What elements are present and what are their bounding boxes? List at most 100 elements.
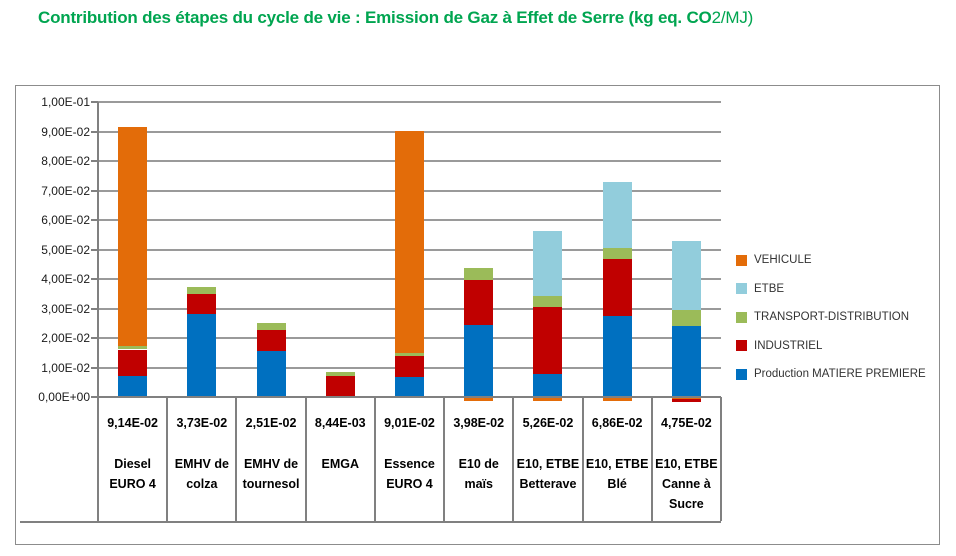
- category-separator: [581, 397, 584, 521]
- legend-label: Production MATIERE PREMIERE: [754, 368, 926, 381]
- legend-swatch-icon: [736, 283, 747, 295]
- category-name-label: E10 de maïs: [458, 457, 499, 491]
- bar-segment-negative-vehicule: [602, 397, 632, 402]
- chart-frame: VEHICULE ETBE TRANSPORT-DISTRIBUTION INDUST…: [15, 85, 940, 545]
- legend-swatch-icon: [736, 368, 747, 380]
- legend-label: INDUSTRIEL: [754, 339, 823, 352]
- y-tick-label: 5,00E-02: [41, 242, 90, 257]
- chart-title-suffix: 2/MJ): [711, 8, 754, 27]
- category-total-label: 8,44E-03: [314, 416, 366, 430]
- category-total-label: 9,01E-02: [384, 416, 435, 430]
- y-tick-mark: [91, 160, 98, 162]
- y-tick-label: 3,00E-02: [41, 301, 90, 316]
- category-name-label: E10, ETBE Betterave: [516, 457, 580, 491]
- chart-title-main: Contribution des étapes du cycle de vie …: [38, 8, 712, 27]
- y-tick-label: 1,00E-02: [41, 360, 90, 375]
- bar-segment-negative-industriel: [671, 399, 701, 402]
- category-total-label: 6,86E-02: [591, 416, 643, 430]
- bar-segment-industriel: [533, 307, 563, 374]
- category-total-label: 4,75E-02: [661, 416, 712, 430]
- legend-label: ETBE: [754, 282, 785, 295]
- y-tick-mark: [91, 307, 98, 310]
- category-name-label: EMHV de colza: [174, 457, 229, 491]
- legend-swatch-icon: [736, 311, 747, 323]
- bar-segment-industriel: [325, 376, 355, 397]
- bar-segment-industriel: [395, 355, 424, 377]
- y-axis-line: [97, 102, 99, 405]
- category-table-bottom-border: [20, 521, 721, 523]
- bar-segment-production-matiere-premiere: [395, 376, 424, 397]
- bar-segment-transport-distribution: [602, 248, 632, 259]
- legend-swatch-icon: [736, 340, 747, 352]
- bar-segment-production-matiere-premiere: [602, 315, 632, 397]
- category-name-label: E10, ETBE Blé: [585, 457, 649, 491]
- category-total-label: 2,51E-02: [245, 416, 297, 430]
- category-name-label: EMGA: [321, 457, 360, 471]
- y-tick-label: 2,00E-02: [41, 331, 90, 345]
- category-separator: [235, 397, 238, 521]
- bar-segment-production-matiere-premiere: [118, 376, 148, 397]
- bar-segment-negative-vehicule: [671, 397, 701, 400]
- bar-segment-etbe: [533, 230, 563, 297]
- bar-segment-production-matiere-premiere: [533, 373, 563, 397]
- legend-label: TRANSPORT-DISTRIBUTION: [754, 311, 910, 324]
- y-tick-label: 1,00E-01: [41, 95, 90, 109]
- legend-item: ETBE: [736, 275, 936, 304]
- bar-segment-vehicule: [395, 131, 424, 354]
- category-separator: [512, 397, 515, 521]
- bar-segment-transport-distribution: [671, 309, 701, 326]
- bar-segment-production-matiere-premiere: [671, 325, 701, 397]
- category-total-label: 9,14E-02: [107, 416, 158, 430]
- bar-segment-transport-distribution: [187, 286, 217, 294]
- y-tick-label: 0,00E+00: [38, 390, 90, 404]
- bar-segment-transport-distribution: [464, 268, 494, 280]
- bar-segment-production-matiere-premiere: [187, 314, 217, 397]
- bar-segment-industriel: [256, 330, 286, 352]
- legend: VEHICULE ETBE TRANSPORT-DISTRIBUTION INDUST…: [736, 246, 936, 389]
- bar-segment-vehicule: [118, 127, 148, 346]
- bar-segment-production-matiere-premiere: [464, 325, 494, 397]
- legend-item: INDUSTRIEL: [736, 332, 936, 361]
- bar-segment-transport-distribution: [118, 345, 148, 350]
- category-separator: [97, 397, 99, 521]
- zero-gridline: [98, 396, 721, 398]
- y-tick-mark: [91, 219, 98, 221]
- y-tick-mark: [91, 278, 98, 280]
- y-tick-mark: [91, 248, 98, 251]
- bar-segment-etbe: [671, 240, 701, 310]
- legend-label: VEHICULE: [754, 254, 812, 267]
- y-tick-mark: [91, 101, 98, 103]
- bar-segment-transport-distribution: [395, 353, 424, 356]
- bar-segment-negative-vehicule: [533, 397, 563, 402]
- y-tick-label: 7,00E-02: [41, 183, 90, 198]
- y-tick-label: 9,00E-02: [41, 124, 90, 139]
- bar-segment-negative-vehicule: [464, 397, 494, 402]
- category-separator: [373, 397, 376, 521]
- y-tick-mark: [91, 337, 98, 339]
- category-separator: [304, 397, 307, 521]
- bar-segment-etbe: [602, 181, 632, 249]
- bar-segment-industriel: [118, 349, 148, 377]
- y-tick-label: 8,00E-02: [41, 154, 90, 168]
- category-separator: [443, 397, 446, 521]
- y-tick-mark: [91, 366, 98, 369]
- category-separator: [166, 397, 169, 521]
- legend-item: VEHICULE: [736, 246, 936, 275]
- category-total-label: 5,26E-02: [522, 416, 574, 430]
- bar-segment-transport-distribution: [325, 372, 355, 377]
- category-total-label: 3,98E-02: [453, 416, 505, 430]
- category-separator: [650, 397, 653, 521]
- gridline: [98, 101, 721, 103]
- legend-item: TRANSPORT-DISTRIBUTION: [736, 303, 936, 332]
- y-tick-mark: [91, 189, 98, 192]
- bar-segment-transport-distribution: [533, 296, 563, 308]
- category-name-label: E10, ETBE Canne à Sucre: [655, 457, 718, 511]
- y-tick-mark: [91, 130, 98, 133]
- category-name-label: EMHV de tournesol: [242, 457, 300, 491]
- category-total-label: 3,73E-02: [176, 416, 228, 430]
- bar-segment-transport-distribution: [256, 322, 286, 331]
- y-tick-label: 4,00E-02: [41, 272, 90, 286]
- y-tick-mark: [91, 396, 98, 398]
- y-tick-label: 6,00E-02: [41, 213, 90, 227]
- legend-item: Production MATIERE PREMIERE: [736, 360, 936, 389]
